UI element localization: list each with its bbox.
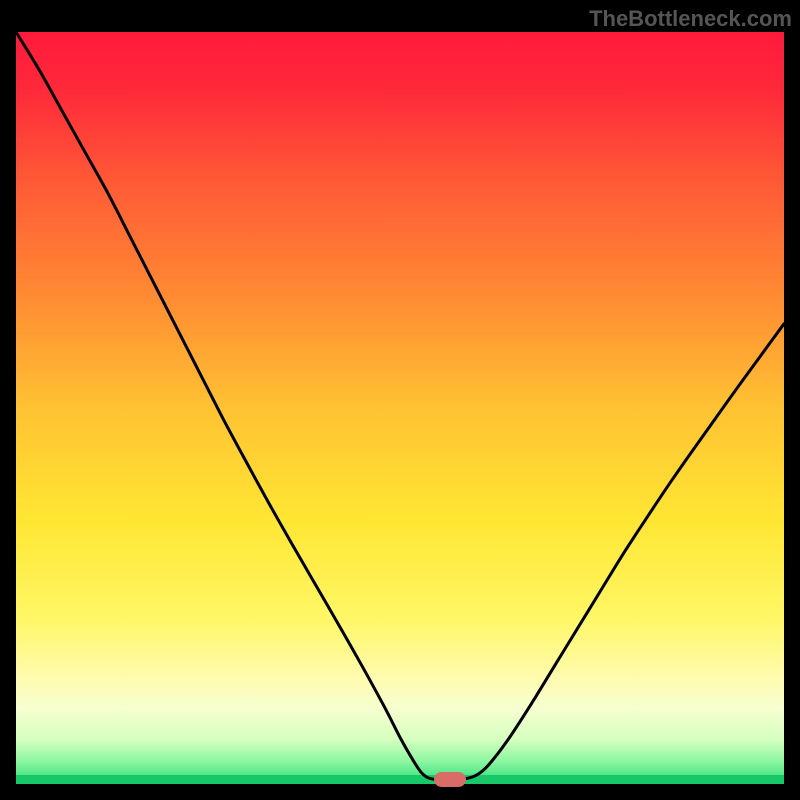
source-watermark: TheBottleneck.com: [589, 6, 792, 32]
optimal-marker: [434, 772, 466, 786]
curve-layer: [16, 32, 784, 784]
plot-area: [16, 32, 784, 784]
chart-frame: TheBottleneck.com: [0, 0, 800, 800]
bottleneck-curve: [16, 32, 784, 780]
